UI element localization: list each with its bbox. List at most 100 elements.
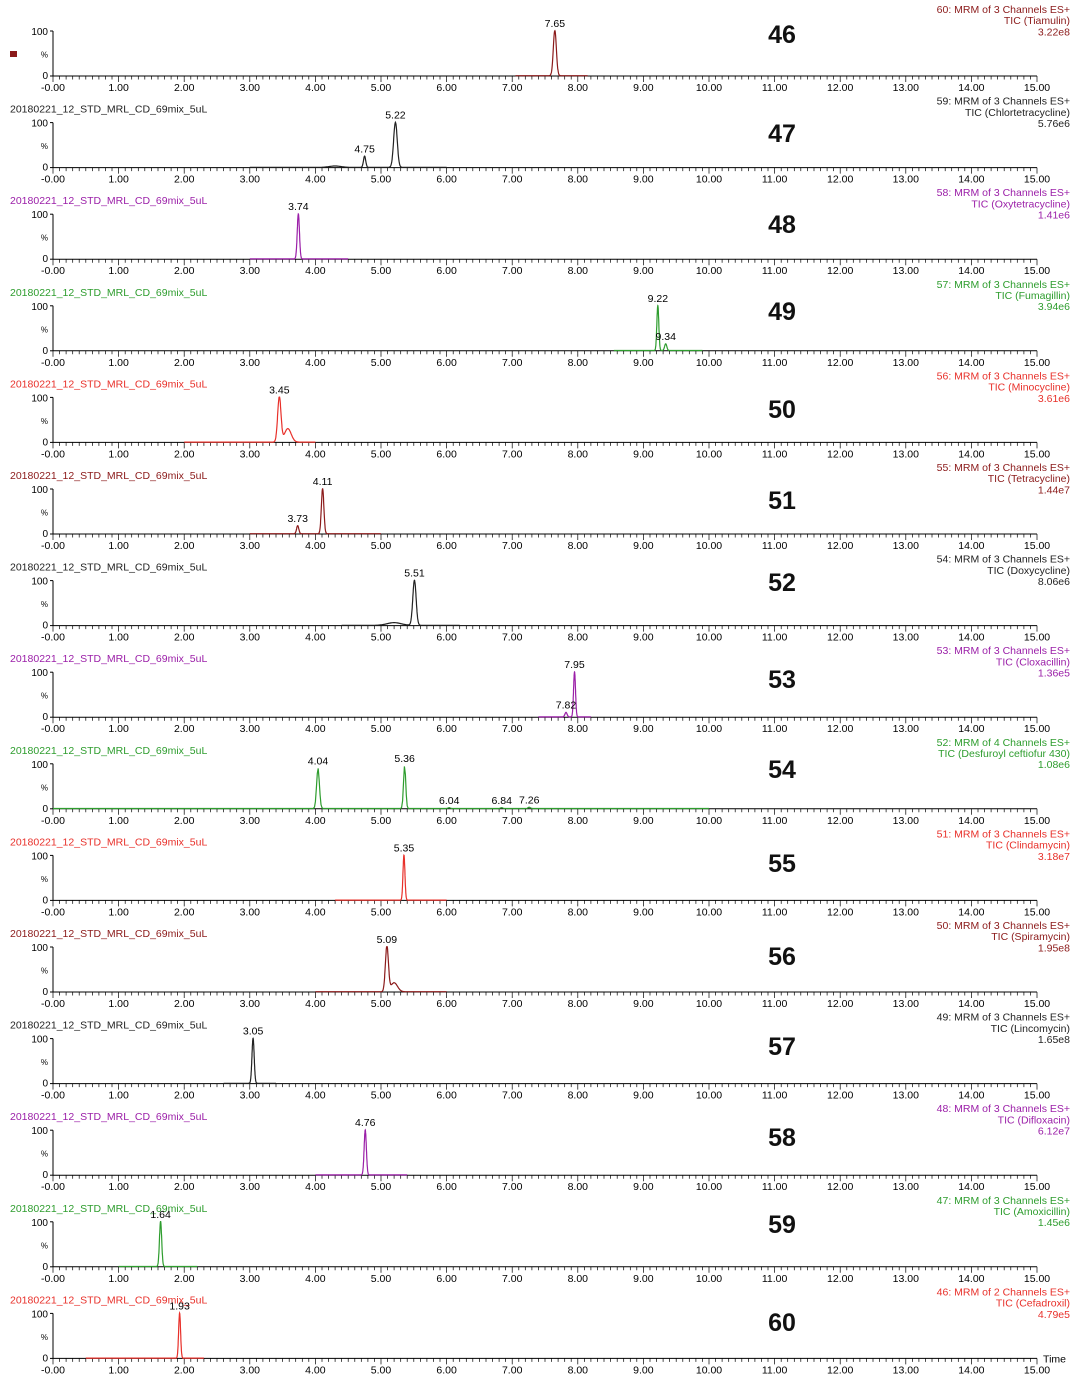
x-tick-label: 2.00: [174, 357, 195, 369]
x-tick-label: -0.00: [41, 357, 65, 369]
x-tick-label: 15.00: [1024, 1090, 1050, 1102]
x-tick-label: 10.00: [696, 906, 722, 918]
x-tick-label: 4.00: [305, 540, 326, 552]
x-tick-label: 5.00: [371, 448, 392, 460]
peak-label: 9.34: [655, 331, 676, 343]
x-tick-label: 10.00: [696, 357, 722, 369]
y-axis-label: %: [41, 1241, 48, 1250]
peak-label: 3.45: [269, 384, 290, 396]
panel-header-line: 3.22e8: [1038, 26, 1070, 38]
x-tick-label: 15.00: [1024, 1364, 1050, 1376]
compound-number: 50: [768, 396, 796, 424]
x-tick-label: 9.00: [633, 540, 654, 552]
x-tick-label: 8.00: [568, 815, 589, 827]
peak-label: 3.05: [243, 1026, 264, 1038]
x-tick-label: 2.00: [174, 265, 195, 277]
x-tick-label: 4.00: [305, 448, 326, 460]
x-tick-label: 3.00: [240, 906, 261, 918]
x-tick-label: 13.00: [893, 82, 919, 94]
compound-number: 59: [768, 1211, 796, 1239]
x-tick-label: 1.00: [108, 82, 129, 94]
x-axis-ticks: [52, 442, 1038, 449]
panel-header-line: 6.12e7: [1038, 1126, 1070, 1138]
x-tick-label: 8.00: [568, 265, 589, 277]
x-tick-label: 13.00: [893, 632, 919, 644]
panel-header-line: TIC (Lincomycin): [991, 1023, 1070, 1035]
x-tick-label: 8.00: [568, 723, 589, 735]
x-tick-label: 9.00: [633, 1181, 654, 1193]
x-tick-label: -0.00: [41, 174, 65, 186]
x-tick-label: 3.00: [240, 1273, 261, 1285]
y-axis-label: %: [41, 325, 48, 334]
x-tick-label: 5.00: [371, 82, 392, 94]
chromatogram-trace: [341, 579, 460, 626]
x-tick-label: 11.00: [762, 998, 788, 1010]
x-tick-label: 12.00: [827, 1273, 853, 1285]
x-tick-label: 11.00: [762, 1364, 788, 1376]
x-tick-label: 3.00: [240, 723, 261, 735]
panel-file-name: 20180221_12_STD_MRL_CD_69mix_5uL: [10, 1111, 207, 1123]
y-axis-label: %: [41, 692, 48, 701]
x-tick-label: 5.00: [371, 1364, 392, 1376]
x-tick-label: 6.00: [436, 1273, 457, 1285]
x-axis-ticks: [52, 992, 1038, 998]
x-axis-ticks: [52, 1266, 1038, 1273]
x-tick-label: 12.00: [827, 1181, 853, 1193]
panel-header-line: TIC (Clindamycin): [986, 840, 1070, 852]
x-tick-label: 9.00: [633, 357, 654, 369]
y-tick-label: 0: [42, 621, 48, 632]
legend-marker: [10, 51, 17, 57]
x-tick-label: 5.00: [371, 174, 392, 186]
panel-header-line: TIC (Spiramycin): [991, 931, 1070, 943]
y-tick-label: 0: [42, 987, 48, 998]
x-tick-label: 2.00: [174, 1181, 195, 1193]
x-tick-label: 15.00: [1024, 82, 1050, 94]
x-tick-label: 14.00: [958, 265, 984, 277]
x-tick-label: 2.00: [174, 723, 195, 735]
x-tick-label: 5.00: [371, 265, 392, 277]
x-tick-label: 2.00: [174, 82, 195, 94]
x-tick-label: 11.00: [762, 632, 788, 644]
x-tick-label: 15.00: [1024, 448, 1050, 460]
x-tick-label: 11.00: [762, 448, 788, 460]
x-tick-label: 7.00: [502, 265, 523, 277]
peak-label: 6.04: [439, 795, 460, 807]
x-axis-ticks: [52, 808, 1038, 815]
y-tick-label: 0: [42, 437, 48, 448]
chromatogram-trace: [249, 212, 349, 260]
y-axis-label: %: [41, 783, 48, 792]
x-tick-label: -0.00: [41, 1273, 65, 1285]
x-axis-ticks: [52, 259, 1038, 266]
panel-header-line: 57: MRM of 3 Channels ES+: [937, 279, 1070, 291]
peak-label: 7.26: [519, 794, 540, 806]
x-tick-label: 5.00: [371, 998, 392, 1010]
y-axis-label: %: [41, 1058, 48, 1067]
x-tick-label: 15.00: [1024, 540, 1050, 552]
x-tick-label: 11.00: [762, 540, 788, 552]
x-tick-label: 4.00: [305, 815, 326, 827]
chromatogram-trace: [335, 853, 447, 901]
panel-file-name: 20180221_12_STD_MRL_CD_69mix_5uL: [10, 836, 207, 848]
y-axis-label: %: [41, 1333, 48, 1342]
y-tick-label: 100: [31, 668, 48, 679]
peak-label: 5.09: [377, 934, 398, 946]
x-tick-label: 8.00: [568, 174, 589, 186]
peak-label: 5.51: [404, 568, 425, 580]
peak-label: 5.36: [394, 753, 415, 765]
x-tick-label: 5.00: [371, 357, 392, 369]
x-tick-label: 13.00: [893, 1364, 919, 1376]
x-tick-label: 2.00: [174, 906, 195, 918]
x-tick-label: 7.00: [502, 448, 523, 460]
compound-number: 56: [768, 943, 796, 971]
x-tick-label: 10.00: [696, 448, 722, 460]
x-tick-label: 9.00: [633, 723, 654, 735]
x-tick-label: -0.00: [41, 82, 65, 94]
x-tick-label: 12.00: [827, 265, 853, 277]
panel-header-line: 60: MRM of 3 Channels ES+: [937, 4, 1070, 16]
x-tick-label: 11.00: [762, 82, 788, 94]
y-axis-label: %: [41, 600, 48, 609]
x-tick-label: 14.00: [958, 723, 984, 735]
x-tick-label: 12.00: [827, 1364, 853, 1376]
x-tick-label: 1.00: [108, 1181, 129, 1193]
